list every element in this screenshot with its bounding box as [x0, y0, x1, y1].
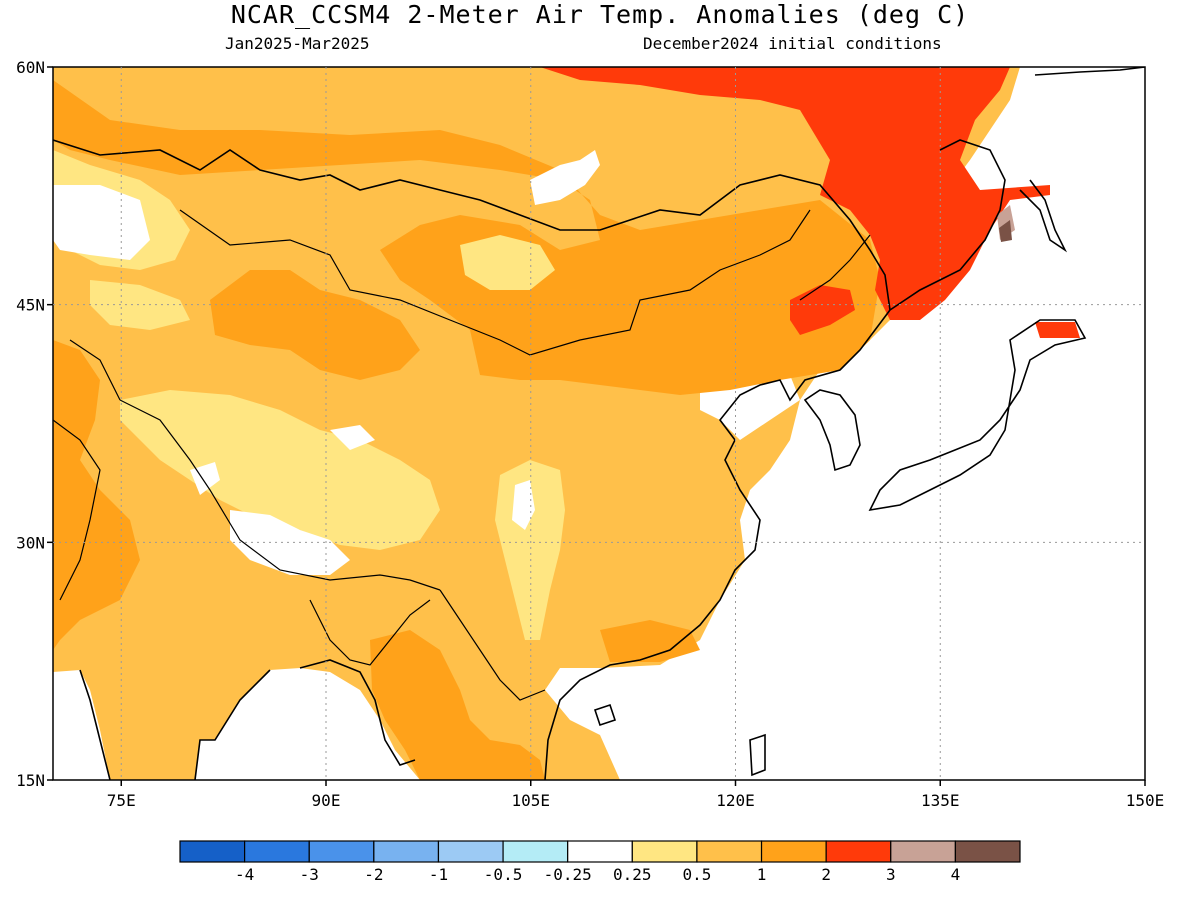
- colorbar-swatch: [437, 840, 504, 863]
- lon-tick-label: 75E: [107, 791, 136, 810]
- colorbar-swatch: [696, 840, 763, 863]
- gridlines: [53, 67, 1145, 780]
- colorbar-label: -2: [364, 865, 383, 884]
- neutral-hole-tibet: [230, 510, 350, 575]
- colorbar-label: -1: [429, 865, 448, 884]
- colorbar-swatch: [373, 840, 440, 863]
- colorbar-label: 0.5: [682, 865, 711, 884]
- axis-ticks: 60N 45N 30N 15N 75E 90E 105E 120E 135E 150E: [16, 58, 1164, 810]
- ocean-neutral-east: [545, 67, 1145, 780]
- anomaly-025to05-tibet: [120, 390, 440, 550]
- country-borders: [53, 209, 871, 701]
- colorbar-label: -4: [235, 865, 254, 884]
- colorbar: -4 -3 -2 -1 -0.5 -0.25 0.25 0.5 1 2 3 4: [179, 840, 1021, 884]
- colorbar-label: -0.25: [544, 865, 592, 884]
- neutral-hole-tibet-small: [330, 425, 375, 450]
- colorbar-label: -0.5: [484, 865, 523, 884]
- map-frame: [52, 66, 1146, 781]
- colorbar-swatch: [179, 840, 246, 863]
- colorbar-swatch: [631, 840, 698, 863]
- anomaly-2to3-manchuria: [790, 285, 855, 335]
- bay-of-bengal-neutral: [195, 668, 420, 780]
- colorbar-swatch: [308, 840, 375, 863]
- colorbar-swatch: [567, 840, 633, 863]
- lon-tick-label: 90E: [312, 791, 341, 810]
- arabian-sea-neutral: [53, 670, 110, 780]
- anomaly-1to2-north: [53, 67, 880, 395]
- neutral-hole-west: [53, 185, 150, 260]
- colorbar-label: 3: [886, 865, 896, 884]
- lat-tick-label: 15N: [16, 771, 45, 790]
- anomaly-1to2-southeast-asia: [370, 630, 545, 780]
- anomaly-025to05-west: [90, 280, 190, 330]
- colorbar-swatch: [825, 840, 892, 863]
- lat-tick-label: 45N: [16, 296, 45, 315]
- colorbar-label: 0.25: [613, 865, 652, 884]
- anomaly-025to05-sichuan: [495, 460, 565, 640]
- anomaly-1to2-central-asia: [210, 270, 420, 380]
- anomaly-1to2-south-china: [600, 620, 700, 662]
- lat-tick-label: 30N: [16, 533, 45, 552]
- colorbar-swatch: [890, 840, 956, 863]
- colorbar-label: 2: [821, 865, 831, 884]
- anomaly-field: [53, 67, 1145, 780]
- anomaly-2to3-hokkaido: [1035, 322, 1080, 338]
- colorbar-label: -3: [300, 865, 319, 884]
- lat-tick-label: 60N: [16, 58, 45, 77]
- lon-tick-label: 150E: [1126, 791, 1165, 810]
- lon-tick-label: 135E: [921, 791, 960, 810]
- anomaly-gt4-sakhalin: [999, 220, 1012, 242]
- coastlines: [53, 67, 1145, 780]
- anomaly-1to2-west: [53, 340, 140, 650]
- colorbar-label: 4: [951, 865, 961, 884]
- lon-tick-label: 120E: [716, 791, 755, 810]
- colorbar-label: 1: [757, 865, 767, 884]
- neutral-hole-sichuan: [512, 480, 535, 530]
- colorbar-swatch: [502, 840, 569, 863]
- colorbar-swatch: [954, 840, 1021, 863]
- colorbar-swatch: [244, 840, 310, 863]
- colorbar-swatch: [760, 840, 827, 863]
- anomaly-2to3-far-east: [540, 67, 1050, 320]
- initial-conditions: December2024 initial conditions: [643, 34, 942, 53]
- lon-tick-label: 105E: [511, 791, 550, 810]
- map-title: NCAR_CCSM4 2-Meter Air Temp. Anomalies (…: [230, 0, 970, 29]
- forecast-period: Jan2025-Mar2025: [225, 34, 370, 53]
- neutral-hole-baikal: [530, 150, 600, 205]
